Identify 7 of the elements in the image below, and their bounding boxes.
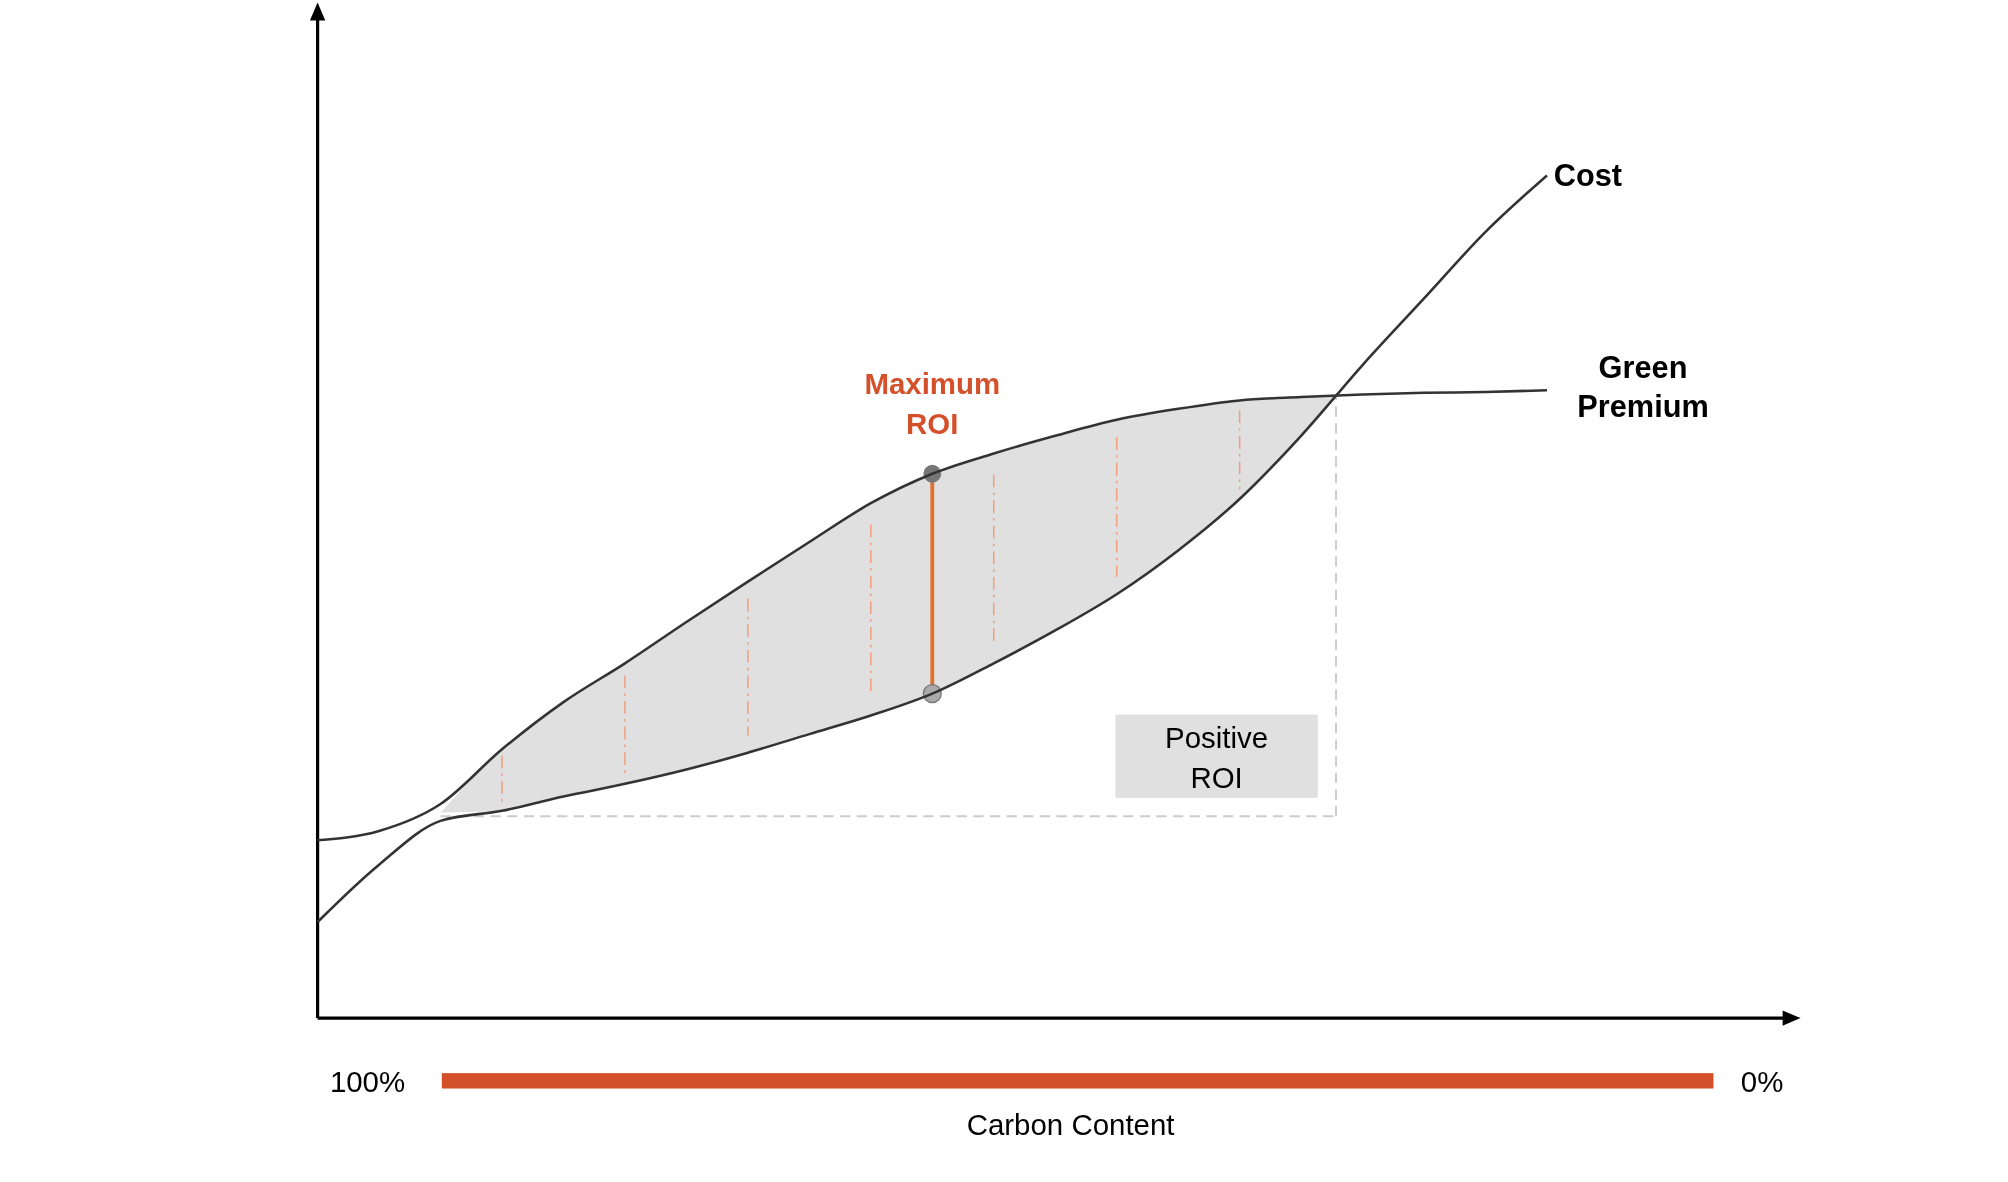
text: 0% bbox=[1740, 1065, 1784, 1099]
x-axis-title: Carbon Content bbox=[966, 1107, 1175, 1141]
series-label: Green Premium bbox=[1577, 349, 1709, 425]
series-label: Cost bbox=[1553, 157, 1623, 193]
text: 100% bbox=[329, 1065, 406, 1099]
annotation: Maximum ROI bbox=[864, 367, 1001, 441]
annotation: Positive ROI bbox=[1165, 720, 1269, 794]
